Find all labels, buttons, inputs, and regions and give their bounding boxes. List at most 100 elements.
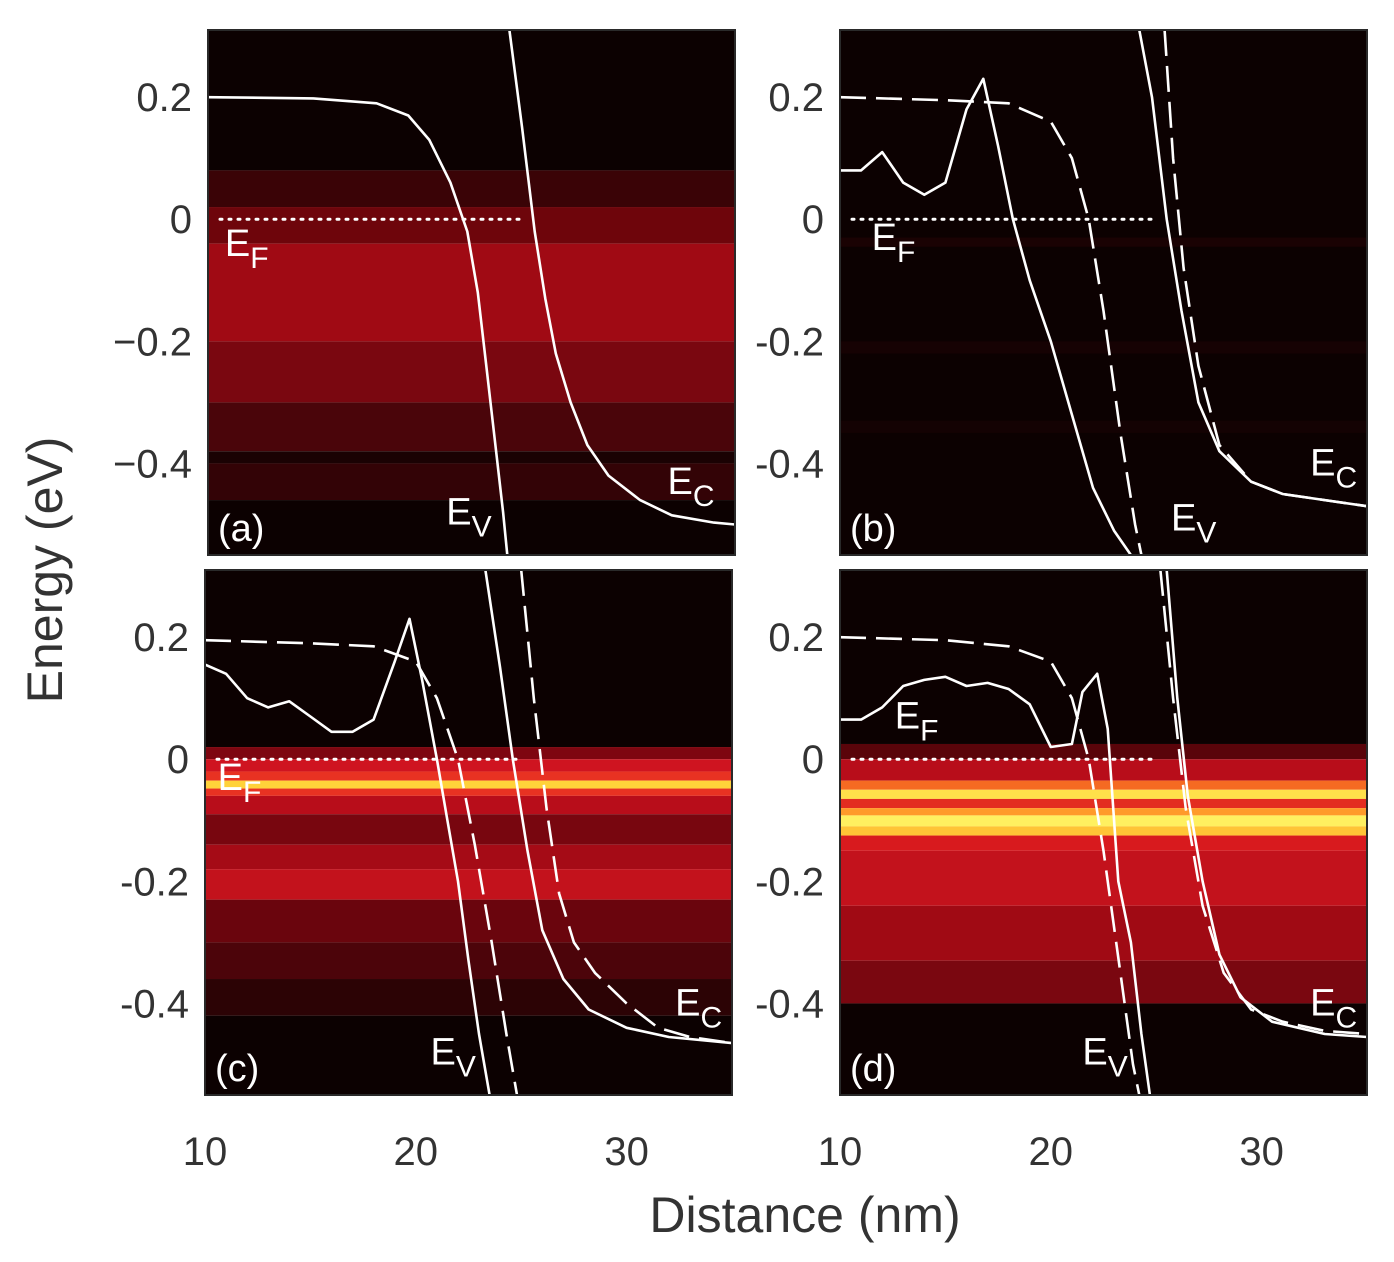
band-curve-c-0 — [205, 617, 491, 1095]
label-EC-d: EC — [1310, 983, 1357, 1035]
heatmap-band-a-0 — [208, 30, 735, 171]
x-tick-label-c-2: 30 — [604, 1130, 649, 1174]
y-tick-label-c-2: -0.2 — [120, 860, 189, 904]
y-tick-label-b-3: -0.4 — [755, 442, 824, 486]
x-tick-label-d-1: 20 — [1029, 1130, 1074, 1174]
heatmap-band-d-6 — [840, 808, 1367, 816]
label-EF-b: EF — [872, 217, 916, 269]
heatmap-band-c-4 — [205, 780, 732, 789]
y-tick-label-a-3: −0.4 — [113, 442, 192, 486]
y-tick-label-b-1: 0 — [802, 198, 824, 242]
panel-b: EF EV EC (b) 0.2 0 -0.2 -0.4 — [755, 29, 1368, 556]
heatmap-band-c-8 — [205, 844, 732, 870]
heatmap-band-a-4 — [208, 341, 735, 403]
plot-frame-b — [839, 29, 1368, 556]
heatmap-band-b-1 — [840, 237, 1367, 247]
y-tick-label-a-0: 0.2 — [136, 76, 192, 120]
heatmap-band-c-0 — [205, 570, 732, 748]
band-curve-d-1 — [840, 635, 1141, 1095]
y-tick-label-c-3: -0.4 — [120, 982, 189, 1026]
heatmap-band-c-1 — [205, 747, 732, 760]
y-tick-label-a-1: 0 — [170, 198, 192, 242]
heatmap-band-a-6 — [208, 451, 735, 464]
heatmap-band-c-12 — [205, 979, 732, 1016]
label-EC-a: EC — [668, 461, 715, 513]
y-tick-label-d-2: -0.2 — [755, 860, 824, 904]
plot-area-b — [840, 30, 1367, 555]
heatmap-band-d-2 — [840, 759, 1367, 781]
band-curve-d-2 — [1165, 570, 1367, 1039]
band-curve-c-3 — [519, 570, 732, 1045]
heatmap-band-d-4 — [840, 789, 1367, 799]
heatmap-band-a-5 — [208, 402, 735, 452]
heatmap-band-d-1 — [840, 743, 1367, 760]
panel-label-c: (c) — [215, 1048, 259, 1090]
heatmap-band-b-3 — [840, 420, 1367, 433]
heatmap-band-c-13 — [205, 1015, 732, 1095]
heatmap-band-b-0 — [840, 30, 1367, 555]
band-curve-c-2 — [484, 570, 732, 1045]
heatmap-band-a-7 — [208, 463, 735, 501]
y-tick-label-d-0: 0.2 — [768, 616, 824, 660]
y-tick-label-b-2: -0.2 — [755, 320, 824, 364]
label-EV-b: EV — [1171, 498, 1216, 550]
y-axis-label: Energy (eV) — [17, 437, 73, 704]
y-tick-label-d-1: 0 — [802, 738, 824, 782]
band-curve-d-3 — [1159, 570, 1367, 1036]
y-tick-label-c-1: 0 — [167, 738, 189, 782]
label-EC-c: EC — [675, 983, 722, 1035]
label-EF-a: EF — [225, 223, 269, 275]
x-tick-label-d-2: 30 — [1239, 1130, 1284, 1174]
heatmap-band-d-12 — [840, 960, 1367, 1004]
band-curve-c-1 — [205, 638, 519, 1095]
band-curve-d-0 — [840, 672, 1152, 1095]
label-EF-d: EF — [895, 696, 939, 748]
heatmap-band-c-10 — [205, 899, 732, 943]
heatmap-band-d-11 — [840, 905, 1367, 961]
label-EC-b: EC — [1310, 443, 1357, 495]
panel-c: EF EV EC (c) 0.2 0 -0.2 -0.4 10 20 30 — [120, 569, 733, 1174]
y-tick-label-b-0: 0.2 — [768, 76, 824, 120]
heatmap-band-d-13 — [840, 1003, 1367, 1095]
panel-label-a: (a) — [218, 508, 264, 550]
heatmap-band-c-6 — [205, 795, 732, 815]
panel-label-b: (b) — [850, 508, 896, 550]
band-curve-b-1 — [840, 95, 1143, 555]
heatmap-band-c-3 — [205, 771, 732, 781]
heatmap-band-b-2 — [840, 341, 1367, 354]
heatmap-band-c-2 — [205, 759, 732, 772]
heatmap-band-c-9 — [205, 869, 732, 900]
heatmap-band-d-8 — [840, 826, 1367, 836]
heatmap-band-c-5 — [205, 788, 732, 796]
x-tick-label-c-1: 20 — [394, 1130, 439, 1174]
heatmap-band-d-3 — [840, 780, 1367, 790]
heatmap-band-d-5 — [840, 798, 1367, 809]
x-tick-label-c-0: 10 — [183, 1130, 228, 1174]
panels-group: EF EV EC (a) 0.2 0 −0.2 −0.4 EF EV EC (b) 0.2 0 -0.2 -0… — [113, 29, 1368, 1174]
plot-frame-a — [207, 29, 736, 556]
heatmap-band-d-0 — [840, 570, 1367, 744]
heatmap-band-a-1 — [208, 170, 735, 208]
plot-frame-d — [839, 569, 1368, 1096]
label-EV-d: EV — [1082, 1031, 1127, 1083]
y-tick-label-d-3: -0.4 — [755, 982, 824, 1026]
label-EV-c: EV — [431, 1031, 476, 1083]
band-curve-a-0 — [208, 95, 509, 555]
panel-label-d: (d) — [850, 1048, 896, 1090]
band-curve-a-1 — [508, 30, 735, 526]
label-EF-c: EF — [218, 757, 262, 809]
x-tick-label-d-0: 10 — [818, 1130, 863, 1174]
heatmap-band-a-8 — [208, 500, 735, 555]
heatmap-band-a-2 — [208, 207, 735, 244]
plot-area-c — [205, 570, 732, 1095]
x-axis-label: Distance (nm) — [649, 1187, 960, 1243]
panel-a: EF EV EC (a) 0.2 0 −0.2 −0.4 — [113, 29, 736, 556]
heatmap-band-d-7 — [840, 815, 1367, 827]
plot-area-a — [208, 30, 735, 555]
y-tick-label-a-2: −0.2 — [113, 320, 192, 364]
label-EV-a: EV — [446, 491, 491, 543]
band-curve-b-0 — [840, 77, 1132, 555]
plot-frame-c — [204, 569, 733, 1096]
band-curve-b-3 — [1163, 30, 1367, 508]
